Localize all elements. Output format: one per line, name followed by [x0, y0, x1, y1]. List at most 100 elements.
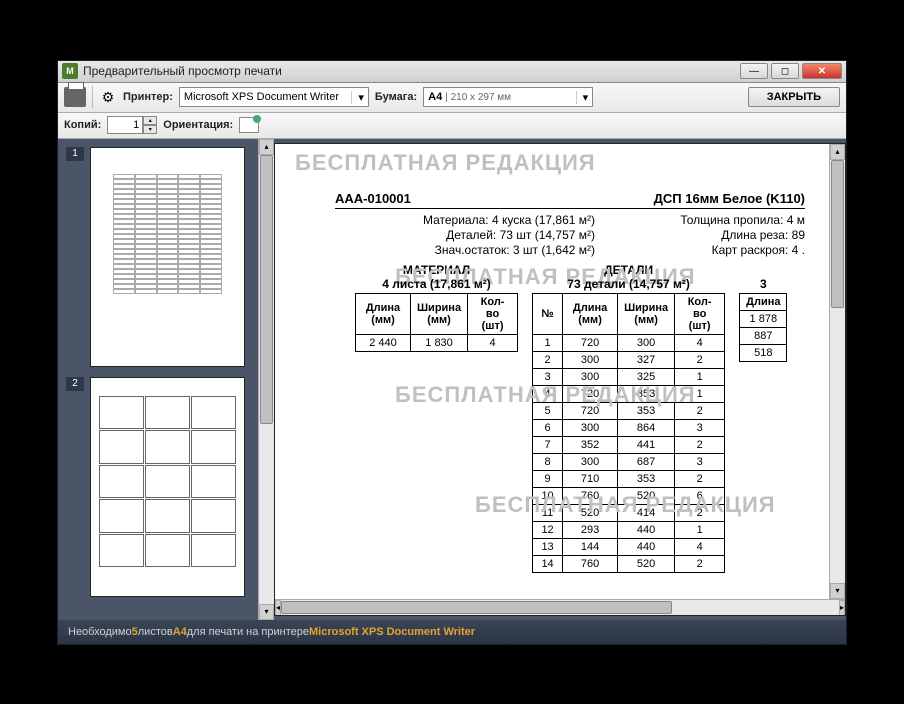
table-cell: 300 [563, 368, 618, 385]
watermark-text: БЕСПЛАТНАЯ РЕДАКЦИЯ [295, 150, 596, 176]
table-cell: 4 [675, 538, 725, 555]
thumb-layout-graphic [99, 396, 236, 568]
table-header: Длина(мм) [356, 293, 411, 334]
toolbar-main: ⚙ Принтер: Microsoft XPS Document Writer… [58, 83, 846, 113]
preview-vscrollbar[interactable]: ▴ ▾ [829, 144, 845, 599]
details-title: ДЕТАЛИ [604, 263, 653, 277]
preview-hscrollbar[interactable]: ◂ ▸ [275, 599, 845, 615]
material-subtitle: 4 листа (17,861 м²) [382, 277, 490, 291]
extra-title [762, 263, 765, 277]
scroll-track[interactable] [281, 600, 839, 615]
table-cell: 353 [618, 470, 675, 487]
table-cell: 11 [533, 504, 563, 521]
scroll-right-icon[interactable]: ▸ [839, 600, 845, 616]
titlebar: M Предварительный просмотр печати — ◻ ✕ [58, 61, 846, 83]
table-cell: 300 [618, 334, 675, 351]
material-title: МАТЕРИАЛ [403, 263, 470, 277]
table-cell: 2 [533, 351, 563, 368]
scroll-track[interactable] [830, 160, 845, 583]
app-icon: M [62, 63, 78, 79]
scroll-handle[interactable] [281, 601, 672, 614]
scroll-down-icon[interactable]: ▾ [830, 583, 845, 599]
doc-material: ДСП 16мм Белое (K110) [654, 191, 805, 206]
table-cell: 6 [533, 419, 563, 436]
table-cell: 440 [618, 521, 675, 538]
scroll-up-icon[interactable]: ▴ [830, 144, 845, 160]
page-thumbnail[interactable]: 2 [66, 377, 250, 597]
preview-document: БЕСПЛАТНАЯ РЕДАКЦИЯ БЕСПЛАТНАЯ РЕДАКЦИЯ … [275, 144, 845, 599]
paper-dims: | 210 x 297 мм [445, 92, 511, 103]
table-cell: 440 [618, 538, 675, 555]
scroll-handle[interactable] [260, 155, 273, 424]
info-row: Знач.остаток: 3 шт (1,642 м²) Карт раскро… [335, 243, 805, 257]
table-row: 2 4401 8304 [356, 334, 518, 351]
toolbar-secondary: Копий: ▴ ▾ Ориентация: [58, 113, 846, 139]
copies-spinner[interactable]: ▴ ▾ [107, 116, 157, 134]
page-thumbnail[interactable]: 1 [66, 147, 250, 367]
thumb-table-graphic [113, 174, 223, 294]
printer-icon[interactable] [64, 87, 86, 107]
scroll-up-icon[interactable]: ▴ [259, 139, 274, 155]
copies-up-button[interactable]: ▴ [143, 116, 157, 125]
info-right: Карт раскроя: 4 . [712, 243, 805, 257]
table-row: 107605206 [533, 487, 725, 504]
table-cell: 3 [675, 419, 725, 436]
doc-code: ААА-010001 [335, 191, 411, 206]
info-left: Деталей: 73 шт (14,757 м²) [335, 228, 595, 242]
info-left: Материала: 4 куска (17,861 м²) [335, 213, 595, 227]
table-cell: 353 [618, 402, 675, 419]
table-cell: 300 [563, 419, 618, 436]
table-header: Кол-во(шт) [675, 293, 725, 334]
maximize-button[interactable]: ◻ [771, 63, 799, 79]
orientation-button[interactable] [239, 117, 259, 133]
table-cell: 720 [563, 402, 618, 419]
table-row: 57203532 [533, 402, 725, 419]
table-cell: 327 [618, 351, 675, 368]
table-cell: 293 [563, 521, 618, 538]
table-row: 33003251 [533, 368, 725, 385]
thumb-page-number: 1 [66, 147, 84, 161]
table-cell: 2 [675, 555, 725, 572]
table-cell: 520 [618, 555, 675, 572]
statusbar: Необходимо 5 листов A4 для печати на при… [58, 620, 846, 644]
thumb-page-number: 2 [66, 377, 84, 391]
table-row: 23003272 [533, 351, 725, 368]
table-row: 147605202 [533, 555, 725, 572]
copies-down-button[interactable]: ▾ [143, 125, 157, 134]
table-cell: 9 [533, 470, 563, 487]
preview-panel: БЕСПЛАТНАЯ РЕДАКЦИЯ БЕСПЛАТНАЯ РЕДАКЦИЯ … [274, 143, 846, 616]
printer-label: Принтер: [123, 91, 173, 103]
close-window-button[interactable]: ✕ [802, 63, 842, 79]
table-row: 122934401 [533, 521, 725, 538]
extra-table: Длина1 878887518 [739, 293, 787, 362]
close-button[interactable]: ЗАКРЫТЬ [748, 87, 840, 107]
paper-select[interactable]: A4 | 210 x 297 мм ▾ [423, 87, 593, 107]
copies-input[interactable] [107, 116, 143, 134]
table-row: 47203531 [533, 385, 725, 402]
table-row: 518 [740, 344, 787, 361]
table-cell: 1 [533, 334, 563, 351]
table-header: Длина [740, 293, 787, 310]
table-row: 1 878 [740, 310, 787, 327]
status-printer: Microsoft XPS Document Writer [309, 626, 475, 638]
table-cell: 8 [533, 453, 563, 470]
table-cell: 352 [563, 436, 618, 453]
orientation-label: Ориентация: [163, 119, 233, 131]
status-text: листов [138, 626, 173, 638]
thumbnails-scrollbar[interactable]: ▴ ▾ [258, 139, 274, 620]
printer-settings-icon[interactable]: ⚙ [99, 88, 117, 106]
table-cell: 864 [618, 419, 675, 436]
printer-select[interactable]: Microsoft XPS Document Writer ▾ [179, 87, 369, 107]
table-cell: 144 [563, 538, 618, 555]
table-row: 63008643 [533, 419, 725, 436]
minimize-button[interactable]: — [740, 63, 768, 79]
scroll-handle[interactable] [831, 160, 844, 308]
info-left: Знач.остаток: 3 шт (1,642 м²) [335, 243, 595, 257]
chevron-down-icon: ▾ [576, 91, 589, 104]
table-cell: 720 [563, 385, 618, 402]
window-title: Предварительный просмотр печати [83, 64, 740, 78]
info-row: Деталей: 73 шт (14,757 м²)Длина реза: 89 [335, 228, 805, 242]
scroll-track[interactable] [259, 155, 274, 604]
scroll-down-icon[interactable]: ▾ [259, 604, 274, 620]
table-cell: 1 878 [740, 310, 787, 327]
